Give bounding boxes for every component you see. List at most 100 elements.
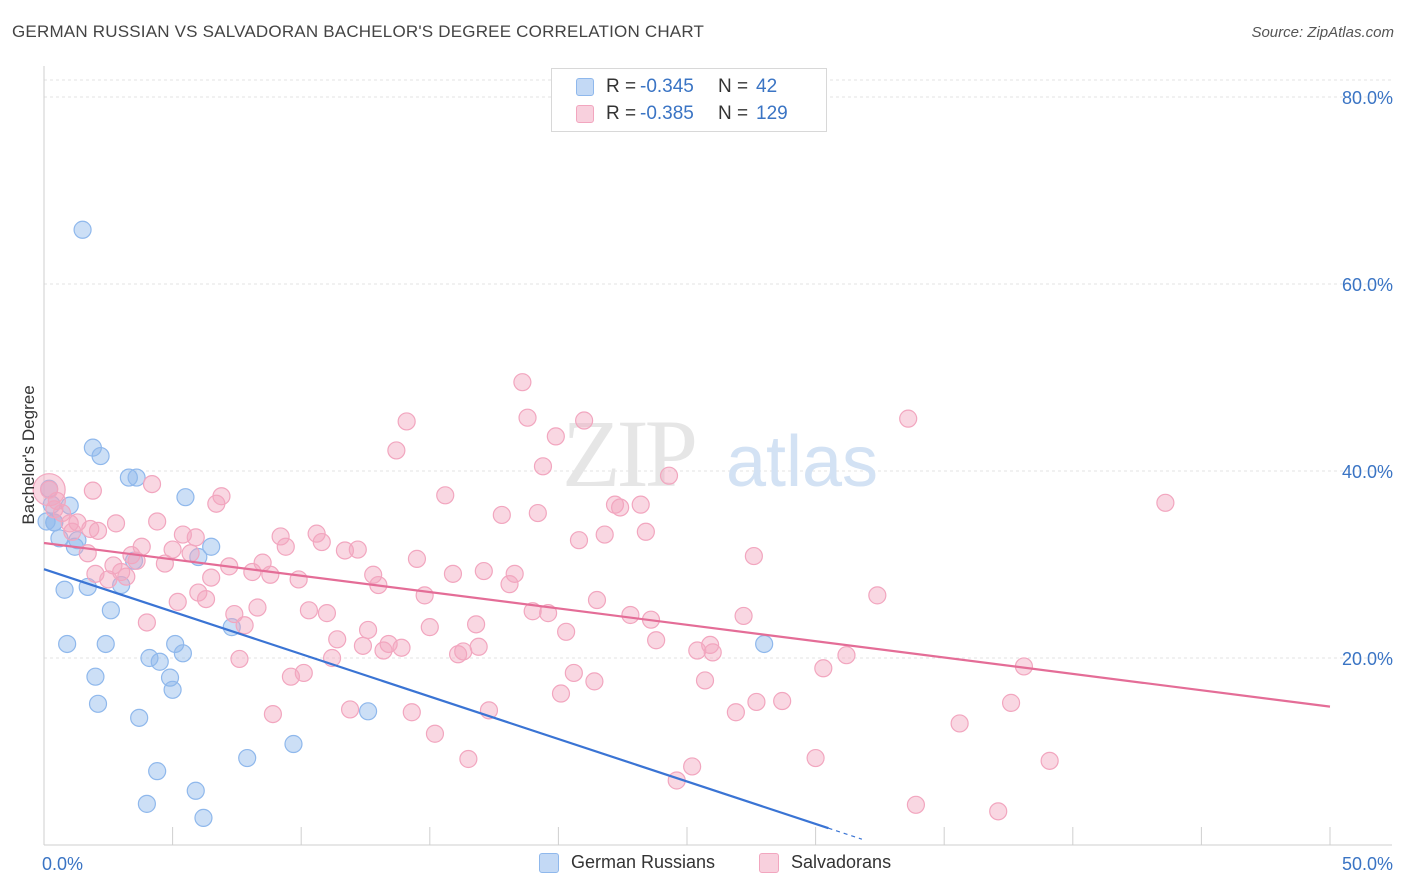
point-german-russians: [91, 446, 110, 466]
point-salvadorans: [647, 631, 666, 650]
point-salvadorans: [132, 537, 151, 556]
legend-r-value: -0.345: [640, 76, 694, 97]
point-salvadorans: [168, 592, 187, 612]
point-salvadorans: [202, 568, 221, 587]
watermark-atlas: atlas: [726, 422, 878, 502]
legend-n-value: 129: [756, 103, 788, 124]
point-salvadorans: [86, 564, 105, 583]
y-tick-label: 60.0%: [1342, 275, 1393, 295]
point-salvadorans: [806, 748, 825, 768]
point-german-russians: [86, 667, 105, 686]
point-salvadorans: [1001, 693, 1021, 712]
legend-n-value: 42: [756, 76, 778, 97]
y-tick-label: 40.0%: [1342, 462, 1393, 482]
point-salvadorans: [276, 537, 295, 556]
legend-r-value: -0.385: [640, 103, 694, 124]
legend-row-salvadorans: R = -0.385 N = 129: [576, 102, 788, 126]
x-tick-label: 50.0%: [1342, 854, 1393, 874]
point-salvadorans: [186, 528, 205, 547]
point-salvadorans: [397, 412, 416, 431]
point-salvadorans: [181, 544, 200, 563]
point-german-russians: [186, 781, 205, 800]
point-salvadorans: [420, 618, 439, 637]
legend-swatch-salvadorans: [576, 105, 594, 123]
point-german-russians: [284, 734, 303, 754]
trendline-extension: [828, 827, 863, 840]
watermark: ZIP atlas: [562, 400, 878, 507]
point-german-russians: [96, 634, 115, 654]
point-salvadorans: [587, 590, 607, 610]
legend-item-german-russians[interactable]: German Russians: [539, 852, 715, 873]
point-salvadorans: [837, 646, 856, 665]
point-salvadorans: [335, 541, 355, 560]
legend-row-german-russians: R = -0.345 N = 42: [576, 75, 777, 99]
point-salvadorans: [271, 527, 290, 546]
point-salvadorans: [659, 466, 679, 485]
point-salvadorans: [127, 551, 146, 570]
point-salvadorans: [358, 620, 378, 640]
point-salvadorans: [575, 411, 594, 430]
point-salvadorans: [106, 514, 126, 533]
legend-swatch-german-russians: [539, 852, 559, 873]
point-salvadorans: [950, 714, 969, 733]
point-salvadorans: [289, 570, 308, 589]
point-german-russians: [130, 708, 149, 727]
y-tick-label: 80.0%: [1342, 88, 1393, 108]
point-salvadorans: [564, 663, 583, 683]
y-axis-label: Bachelor's Degree: [19, 385, 38, 524]
point-salvadorans: [459, 749, 478, 769]
point-salvadorans: [505, 564, 524, 583]
point-salvadorans: [523, 602, 542, 621]
legend-r-label: R =: [606, 76, 637, 97]
point-german-russians: [58, 634, 77, 654]
point-salvadorans: [299, 601, 319, 620]
point-salvadorans: [513, 373, 532, 392]
point-salvadorans: [703, 643, 722, 662]
point-salvadorans: [294, 663, 313, 683]
point-salvadorans: [225, 604, 244, 624]
legend-item-salvadorans[interactable]: Salvadorans: [759, 852, 891, 873]
trend-layer: [43, 541, 1331, 840]
point-salvadorans: [312, 532, 331, 552]
point-salvadorans: [734, 606, 753, 626]
trendline-salvadorans: [43, 541, 1331, 708]
point-salvadorans: [466, 615, 486, 634]
point-salvadorans: [546, 427, 565, 446]
point-salvadorans: [353, 636, 373, 655]
point-salvadorans: [148, 512, 167, 531]
point-salvadorans: [117, 567, 136, 586]
points-layer: [32, 220, 1175, 827]
legend-n-label: N =: [718, 103, 749, 124]
point-salvadorans: [469, 637, 488, 656]
point-german-russians: [150, 652, 169, 671]
point-salvadorans: [387, 441, 406, 460]
point-german-russians: [140, 648, 159, 668]
point-german-russians: [55, 580, 74, 599]
point-salvadorans: [63, 522, 82, 541]
trendline-german-russians: [43, 568, 829, 830]
point-salvadorans: [348, 540, 367, 559]
legend-label-german-russians: German Russians: [571, 852, 716, 872]
point-salvadorans: [557, 622, 576, 641]
watermark-zip: ZIP: [562, 400, 695, 507]
point-salvadorans: [701, 635, 720, 655]
y-tick-label: 20.0%: [1342, 649, 1393, 669]
point-salvadorans: [585, 672, 604, 691]
point-salvadorans: [533, 457, 553, 476]
point-salvadorans: [415, 586, 434, 605]
point-german-russians: [127, 468, 146, 487]
point-salvadorans: [551, 684, 571, 703]
point-salvadorans: [196, 589, 216, 609]
legend-r-label: R =: [606, 103, 637, 124]
point-salvadorans: [340, 700, 360, 719]
point-salvadorans: [142, 474, 162, 494]
point-german-russians: [73, 220, 92, 239]
point-salvadorans: [899, 409, 918, 428]
point-salvadorans: [1156, 493, 1175, 512]
point-german-russians: [194, 808, 213, 827]
point-salvadorans: [474, 561, 493, 581]
point-german-russians: [163, 680, 182, 699]
point-german-russians: [238, 748, 257, 768]
point-salvadorans: [261, 565, 280, 584]
